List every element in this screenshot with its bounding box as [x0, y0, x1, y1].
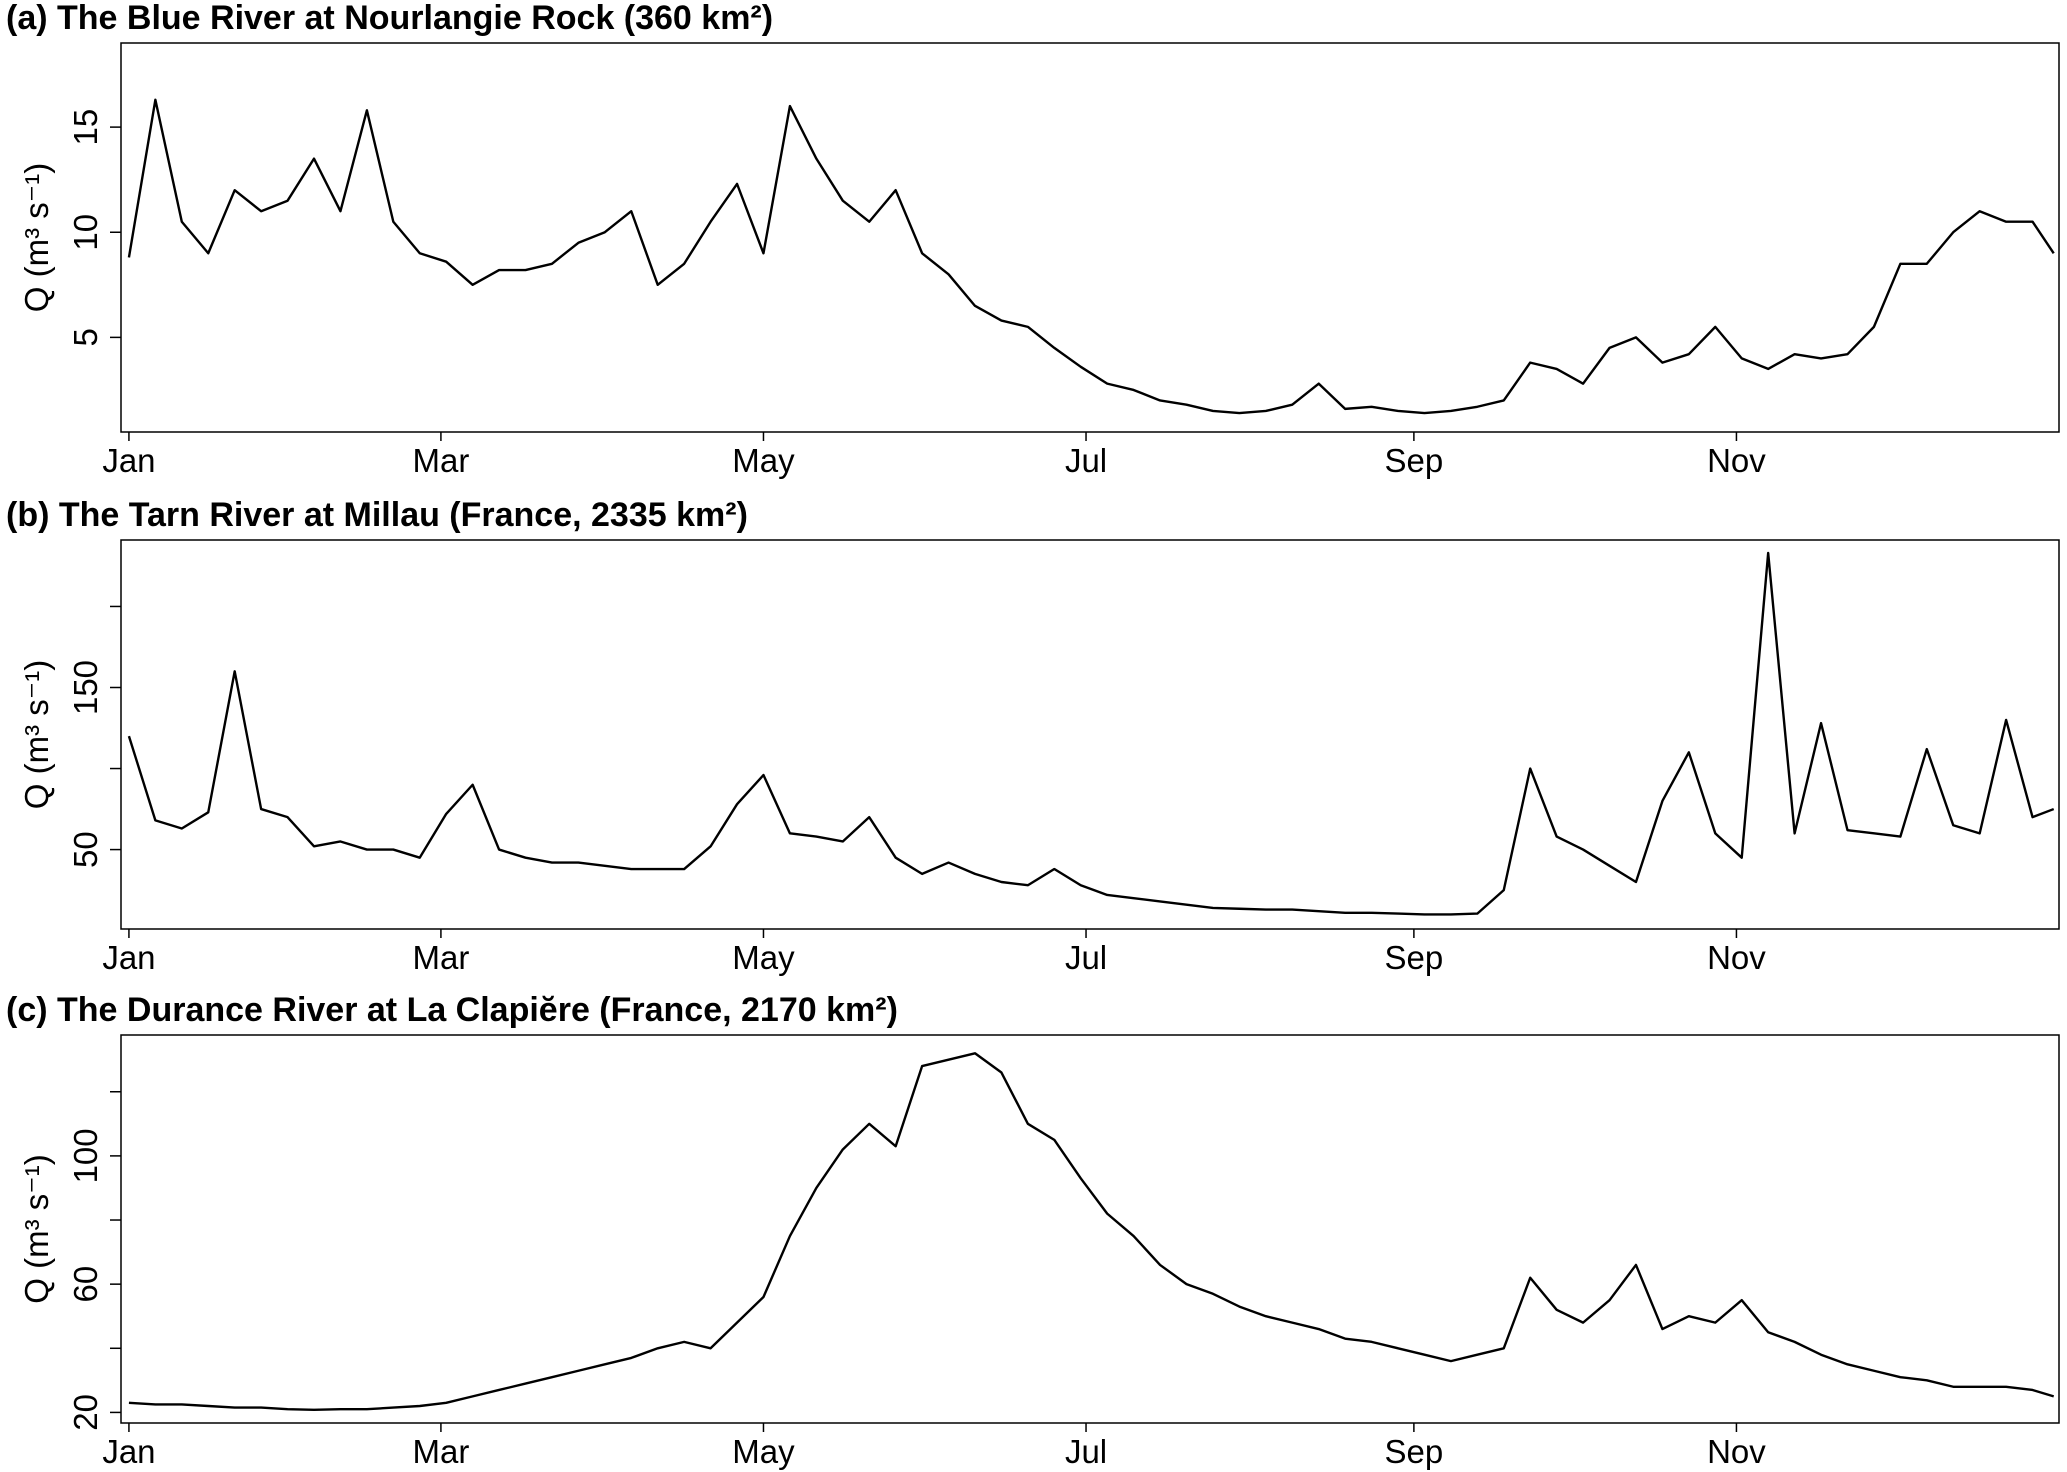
x-tick-label: Sep — [1385, 442, 1444, 479]
y-tick-label: 60 — [67, 1266, 104, 1303]
x-tick-label: Jan — [102, 939, 155, 976]
x-tick-label: Nov — [1707, 442, 1766, 479]
x-tick-label: May — [732, 939, 795, 976]
y-axis-label: Q (m³ s⁻¹) — [18, 1154, 55, 1303]
panel-title: (c) The Durance River at La Clapiĕre (Fr… — [6, 991, 898, 1029]
x-tick-label: Sep — [1385, 939, 1444, 976]
x-tick-label: Mar — [412, 442, 469, 479]
y-axis-label: Q (m³ s⁻¹) — [18, 163, 55, 312]
plot-frame — [120, 1034, 2060, 1424]
flow-line — [127, 551, 2055, 916]
panel-title: (b) The Tarn River at Millau (France, 23… — [6, 496, 748, 534]
plot-frame — [120, 539, 2060, 930]
flow-line — [127, 98, 2055, 415]
y-tick-label: 50 — [67, 831, 104, 868]
x-tick-label: Jan — [102, 1433, 155, 1470]
x-tick-label: Jul — [1065, 1433, 1107, 1470]
x-tick-label: Nov — [1707, 939, 1766, 976]
flow-line — [128, 1052, 2055, 1412]
x-tick-label: Jul — [1065, 442, 1107, 479]
x-tick-label: May — [732, 1433, 795, 1470]
y-tick-label: 150 — [67, 660, 104, 715]
y-tick-label: 100 — [67, 1128, 104, 1183]
y-tick-label: 5 — [67, 328, 104, 346]
x-tick-label: May — [732, 442, 795, 479]
y-tick-label: 20 — [67, 1394, 104, 1431]
x-tick-label: Sep — [1385, 1433, 1444, 1470]
plot-frame — [120, 42, 2060, 433]
panel-title: (a) The Blue River at Nourlangie Rock (3… — [6, 0, 773, 37]
x-tick-label: Mar — [412, 939, 469, 976]
y-tick-label: 15 — [67, 109, 104, 146]
x-tick-label: Jan — [102, 442, 155, 479]
x-tick-label: Mar — [412, 1433, 469, 1470]
x-tick-label: Nov — [1707, 1433, 1766, 1470]
y-tick-label: 10 — [67, 214, 104, 251]
x-tick-label: Jul — [1065, 939, 1107, 976]
y-axis-label: Q (m³ s⁻¹) — [18, 660, 55, 809]
